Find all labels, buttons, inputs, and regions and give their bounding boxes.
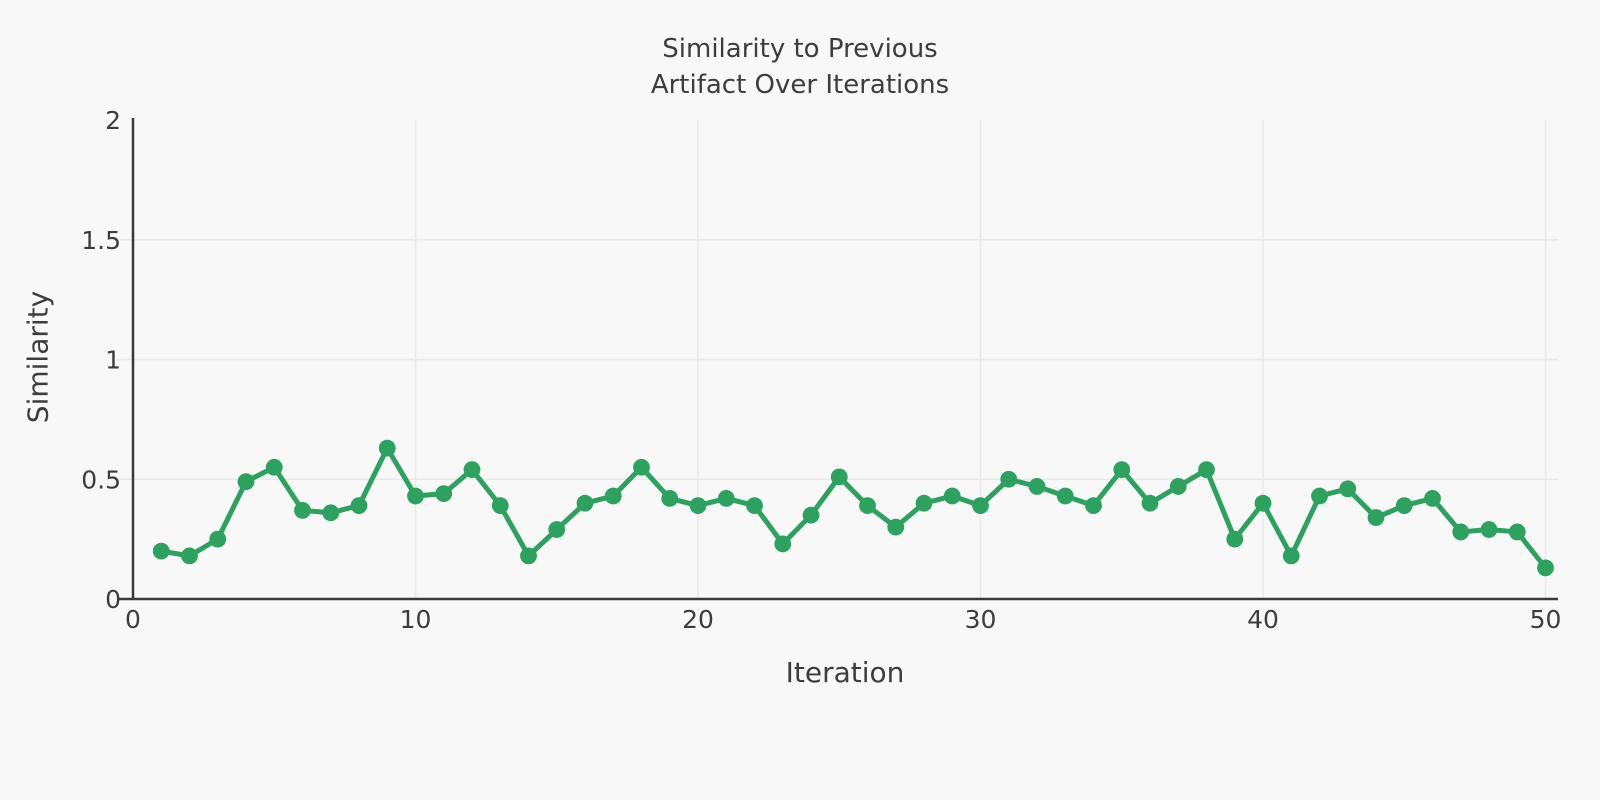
y-tick-label: 0.5 xyxy=(81,465,121,494)
data-point xyxy=(802,506,820,524)
x-axis-label: Iteration xyxy=(785,656,905,689)
y-tick-label: 1 xyxy=(105,346,121,375)
data-point xyxy=(1056,487,1074,505)
data-point xyxy=(1508,523,1526,541)
data-point xyxy=(435,485,453,503)
x-tick-label: 0 xyxy=(125,605,141,634)
data-point xyxy=(604,487,622,505)
data-point xyxy=(237,473,255,491)
data-point xyxy=(1282,547,1300,565)
y-tick-label: 0 xyxy=(105,585,121,614)
data-point xyxy=(548,521,566,538)
data-point xyxy=(407,487,424,505)
data-point xyxy=(491,497,509,514)
data-point xyxy=(1226,530,1244,548)
data-point xyxy=(633,458,650,476)
data-point xyxy=(1311,487,1328,505)
data-point xyxy=(1424,490,1441,507)
data-point xyxy=(972,497,989,514)
data-point xyxy=(322,504,340,522)
data-point xyxy=(859,497,876,514)
x-tick-label: 40 xyxy=(1247,605,1279,634)
data-point xyxy=(1000,470,1018,488)
data-point xyxy=(689,497,707,514)
data-point xyxy=(1028,478,1046,495)
data-point xyxy=(209,530,227,548)
series-line xyxy=(158,445,1548,571)
data-point xyxy=(463,461,481,479)
data-point xyxy=(294,501,311,519)
x-tick-label: 50 xyxy=(1530,605,1562,634)
data-point xyxy=(1085,497,1102,514)
data-point xyxy=(774,535,792,553)
data-point xyxy=(1395,497,1413,514)
data-point xyxy=(1367,509,1385,526)
data-point xyxy=(661,490,679,507)
y-tick-label: 1.5 xyxy=(81,226,121,255)
x-tick-label: 10 xyxy=(400,605,432,634)
data-point xyxy=(717,490,735,507)
data-point xyxy=(265,458,283,476)
data-point xyxy=(915,494,933,512)
data-point xyxy=(1480,521,1498,538)
data-point xyxy=(1169,478,1187,495)
data-point xyxy=(576,494,594,512)
data-point xyxy=(830,468,848,486)
data-point xyxy=(1198,461,1215,479)
data-point xyxy=(152,542,170,560)
data-point xyxy=(1254,494,1272,512)
data-point xyxy=(181,547,198,565)
data-point xyxy=(1339,480,1357,498)
data-point xyxy=(943,487,961,505)
chart-title-line-1: Similarity to Previous xyxy=(662,34,938,64)
y-tick-label: 2 xyxy=(105,106,121,135)
y-axis-label: Similarity xyxy=(21,290,55,424)
chart-title: Similarity to Previous Artifact Over Ite… xyxy=(0,31,1600,103)
data-point xyxy=(746,497,763,514)
data-point xyxy=(1452,523,1470,541)
chart-title-line-2: Artifact Over Iterations xyxy=(650,70,950,100)
x-tick-label: 30 xyxy=(965,605,997,634)
x-tick-label: 20 xyxy=(682,605,714,634)
data-point xyxy=(378,439,396,457)
data-point xyxy=(1141,494,1159,512)
data-point xyxy=(887,518,905,536)
data-point xyxy=(350,497,368,514)
data-point xyxy=(1537,559,1554,577)
data-point xyxy=(1113,461,1131,479)
data-point xyxy=(520,547,537,565)
